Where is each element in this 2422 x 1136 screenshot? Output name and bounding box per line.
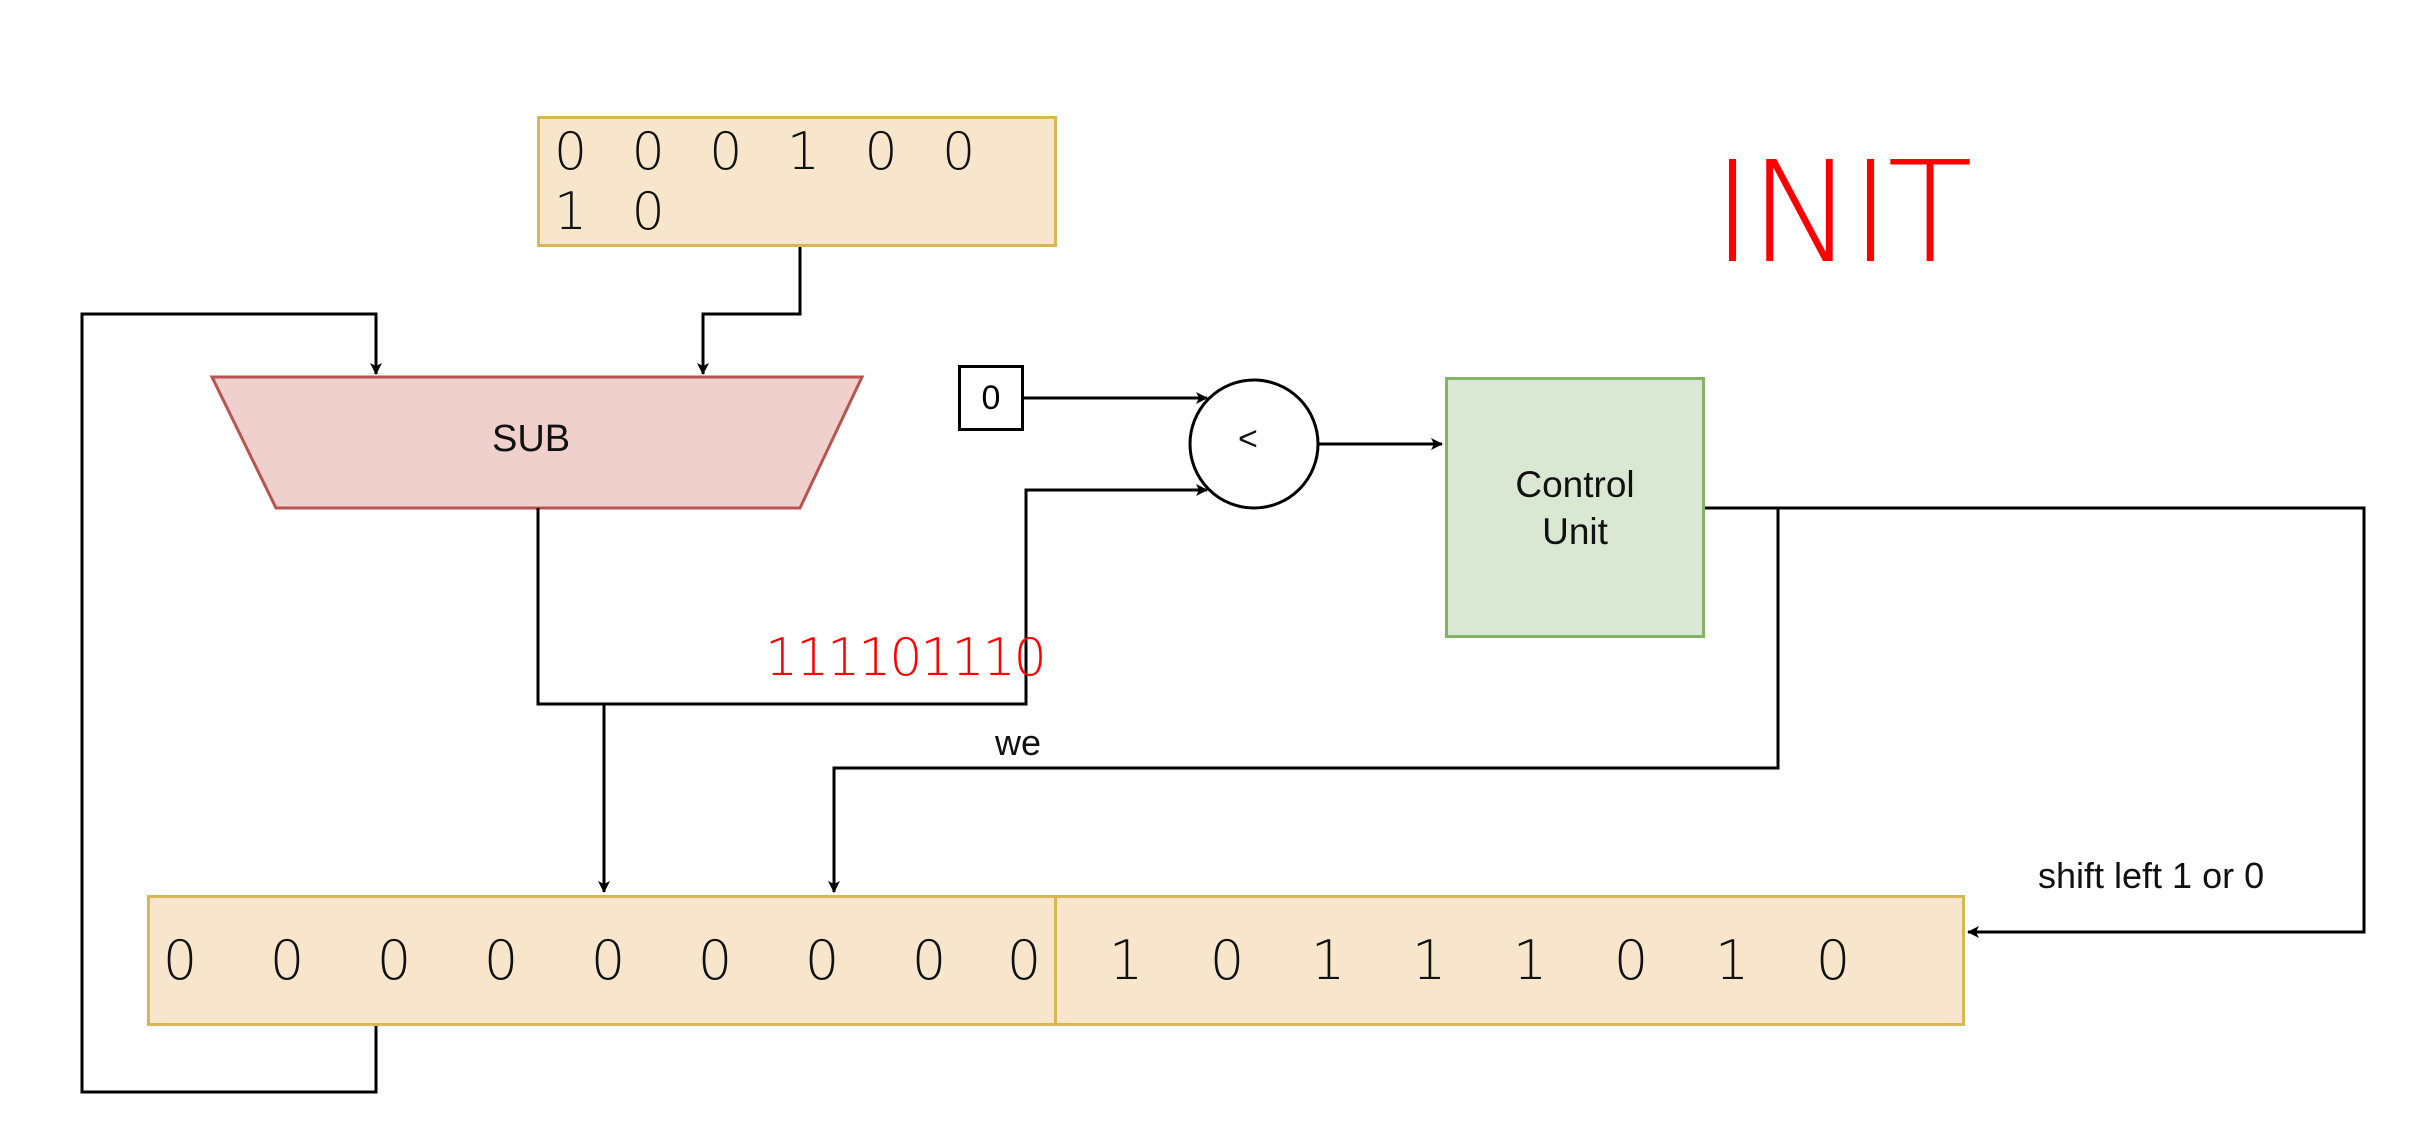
quotient-bit: 1 xyxy=(1714,929,1750,992)
remainder-bit: 0 xyxy=(911,929,947,992)
remainder-bit: 0 xyxy=(1006,929,1042,992)
divisor-to-sub-wire xyxy=(697,247,802,375)
quotient-bit: 0 xyxy=(1209,929,1245,992)
quotient-register: 1 0 1 1 1 0 1 0 xyxy=(1054,895,1965,1026)
constant-zero-value: 0 xyxy=(981,378,1001,417)
control-unit: Control Unit xyxy=(1445,377,1705,638)
quotient-bit: 1 xyxy=(1411,929,1447,992)
subtractor-shape xyxy=(209,375,865,510)
subtractor-label: SUB xyxy=(492,418,571,460)
divisor-bits: 0 0 0 1 0 0 1 0 xyxy=(554,121,990,242)
remainder-bit: 0 xyxy=(804,929,840,992)
difference-value: 111101110 xyxy=(765,628,1047,688)
quotient-bit: 1 xyxy=(1310,929,1346,992)
shift-control-wire xyxy=(1778,506,2366,938)
remainder-bit: 0 xyxy=(162,929,198,992)
constant-zero-box: 0 xyxy=(958,365,1024,431)
quotient-bit: 1 xyxy=(1512,929,1548,992)
sub-output-wire xyxy=(536,484,1208,706)
shift-label: shift left 1 or 0 xyxy=(2038,855,2265,896)
remainder-bit: 0 xyxy=(697,929,733,992)
remainder-bit: 0 xyxy=(590,929,626,992)
remainder-feedback-wire xyxy=(80,312,382,1094)
divisor-register: 0 0 0 1 0 0 1 0 xyxy=(537,116,1057,247)
quotient-bit: 0 xyxy=(1613,929,1649,992)
remainder-bit: 0 xyxy=(269,929,305,992)
remainder-bit: 0 xyxy=(483,929,519,992)
control-unit-line2: Unit xyxy=(1542,510,1608,552)
control-unit-line1: Control xyxy=(1515,463,1635,505)
quotient-bit: 1 xyxy=(1108,929,1144,992)
state-title: INIT xyxy=(1712,132,1973,295)
remainder-register: 0 0 0 0 0 0 0 0 0 xyxy=(147,895,1057,1026)
comparator-symbol: < xyxy=(1238,420,1258,458)
write-enable-wire xyxy=(828,506,1780,893)
remainder-bit: 0 xyxy=(376,929,412,992)
write-enable-label: we xyxy=(995,722,1042,763)
quotient-bit: 0 xyxy=(1815,929,1851,992)
